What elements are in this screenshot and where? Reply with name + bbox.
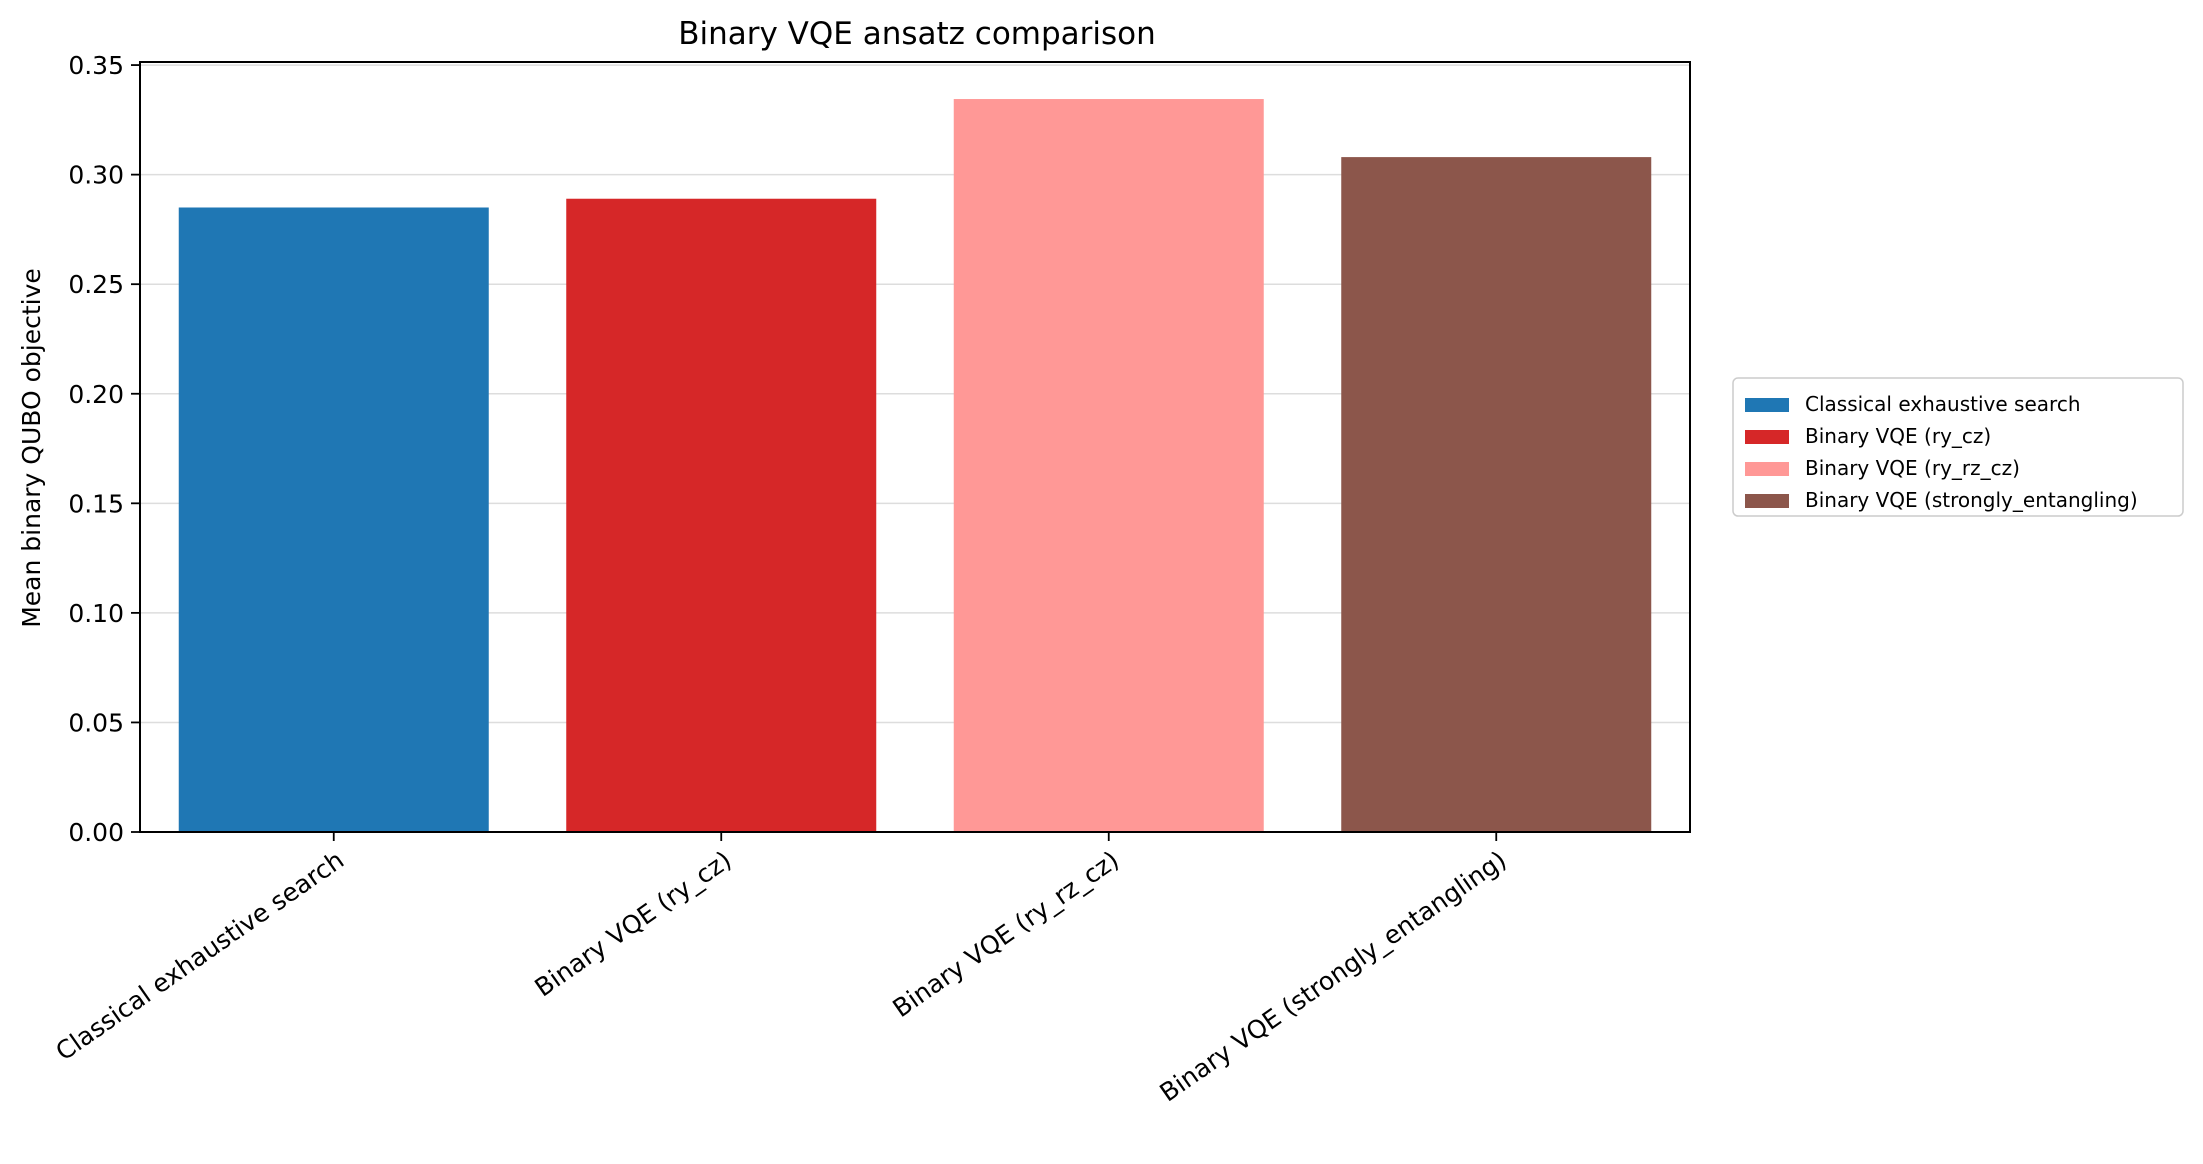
bar [1341, 157, 1652, 832]
y-tick-label: 0.00 [68, 818, 124, 847]
y-tick-label: 0.05 [68, 708, 124, 737]
bars [178, 99, 1652, 833]
y-tick-label: 0.35 [68, 51, 124, 80]
legend-label: Binary VQE (ry_cz) [1805, 424, 1991, 448]
y-tick-label: 0.25 [68, 270, 124, 299]
x-axis-ticks: Classical exhaustive search Binary VQE (r… [50, 832, 1512, 1107]
legend-box [1732, 377, 2184, 517]
y-axis-ticks: 0.00 0.05 0.10 0.15 0.20 0.25 0.30 0.35 [68, 51, 140, 847]
plot-frame [139, 61, 1691, 833]
y-axis-label: Mean binary QUBO objective [17, 268, 46, 628]
bar [566, 198, 877, 833]
y-tick-label: 0.30 [68, 161, 124, 190]
legend-label: Binary VQE (ry_rz_cz) [1805, 456, 2020, 480]
legend-label: Binary VQE (strongly_entangling) [1805, 488, 2138, 512]
x-tick-label: Binary VQE (strongly_entangling) [1154, 845, 1511, 1107]
legend-swatch [1745, 430, 1789, 444]
x-tick-label: Classical exhaustive search [50, 845, 349, 1066]
bar [953, 99, 1264, 833]
y-tick-label: 0.10 [68, 599, 124, 628]
y-tick-label: 0.15 [68, 489, 124, 518]
x-tick-label: Binary VQE (ry_rz_cz) [887, 845, 1124, 1023]
legend-swatch [1745, 398, 1789, 412]
chart-title: Binary VQE ansatz comparison [678, 16, 1156, 52]
legend-label: Classical exhaustive search [1805, 392, 2081, 416]
legend-swatch [1745, 494, 1789, 508]
bar [178, 207, 489, 833]
legend: Classical exhaustive search Binary VQE (r… [1732, 377, 2184, 517]
legend-swatch [1745, 462, 1789, 476]
x-tick-label: Binary VQE (ry_cz) [529, 845, 736, 1002]
y-tick-label: 0.20 [68, 380, 124, 409]
